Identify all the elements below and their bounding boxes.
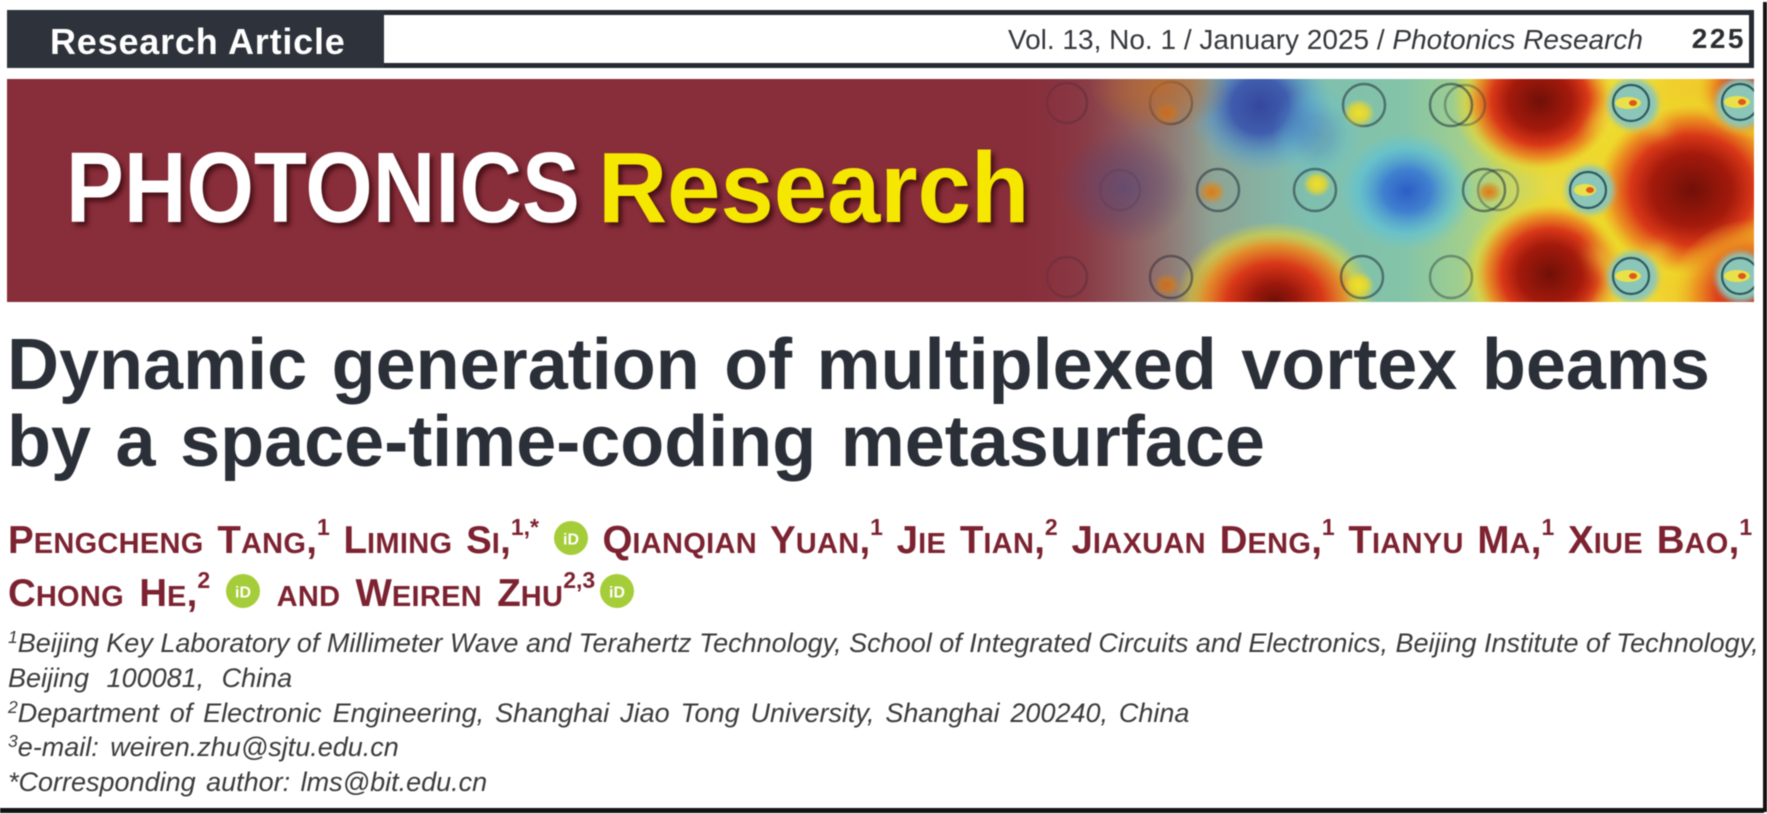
svg-text:iD: iD — [235, 584, 251, 601]
svg-text:iD: iD — [609, 584, 625, 601]
svg-text:iD: iD — [563, 531, 579, 548]
